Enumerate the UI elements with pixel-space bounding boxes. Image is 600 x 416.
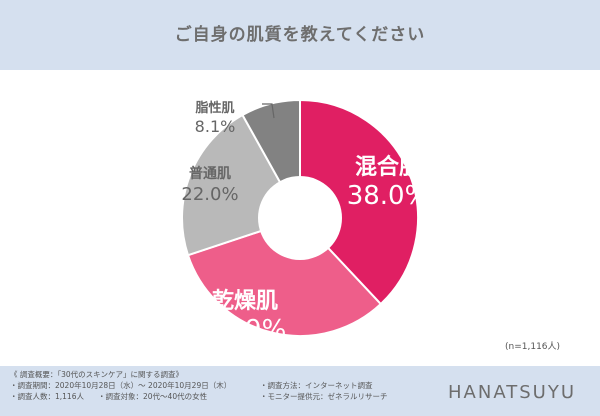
- slice-label-1: 混合肌: [355, 154, 421, 180]
- slice-2: [186, 216, 383, 337]
- survey-method: ・調査方法：インターネット調査: [260, 381, 373, 390]
- survey-provider: ・モニター提供元：ゼネラルリサーチ: [260, 392, 388, 401]
- slice-value-4: 8.1%: [195, 117, 236, 136]
- summary-title: 《 調査概要：「30代のスキンケア」に関する調査》: [10, 370, 183, 379]
- sample-size-note: (n=1,116人): [505, 342, 561, 352]
- survey-target: ・調査対象：20代〜40代の女性: [98, 392, 208, 401]
- slice-value-2: 31.9%: [204, 315, 287, 345]
- slice-label-4: 脂性肌: [194, 100, 234, 116]
- slice-value-1: 38.0%: [347, 181, 430, 211]
- survey-period: ・調査期間：2020年10月28日（水）～ 2020年10月29日（木）: [10, 381, 232, 390]
- brand-logo: HANATSUYU: [448, 382, 576, 403]
- slice-value-3: 22.0%: [181, 184, 238, 205]
- slice-1: [299, 98, 419, 306]
- donut-hole: [258, 176, 342, 260]
- survey-people: ・調査人数：1,116人: [10, 392, 84, 401]
- slice-label-3: 普通肌: [189, 165, 231, 182]
- footer-band: [0, 366, 600, 416]
- slice-label-2: 乾燥肌: [212, 288, 278, 314]
- leader-line: [262, 103, 275, 119]
- survey-summary: 《 調査概要：「30代のスキンケア」に関する調査》 ・調査期間：2020年10月…: [10, 369, 450, 402]
- chart-title: ご自身の肌質を教えてください: [174, 25, 426, 45]
- title-band: [0, 0, 600, 70]
